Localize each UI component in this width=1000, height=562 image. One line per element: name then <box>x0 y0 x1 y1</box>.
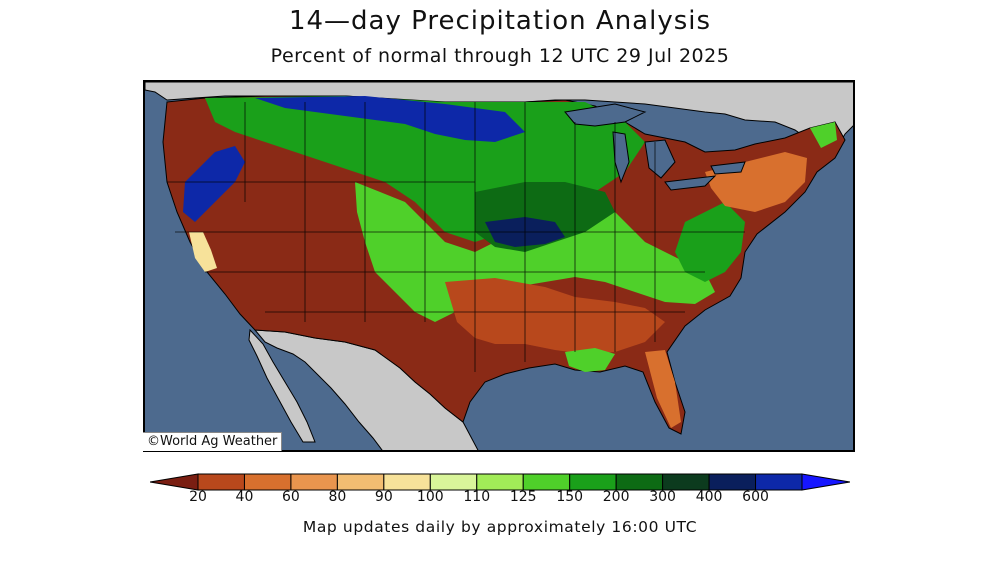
legend-bin-5 <box>383 473 431 491</box>
legend-tick-label: 80 <box>328 489 347 505</box>
legend-bin-4 <box>336 473 385 491</box>
legend-tick-label: 40 <box>235 489 254 505</box>
region-dry-south <box>445 278 665 354</box>
map-footnote: Map updates daily by approximately 16:00… <box>302 518 698 536</box>
map-subtitle: Percent of normal through 12 UTC 29 Jul … <box>270 45 730 67</box>
legend-tick-label: 150 <box>556 489 584 505</box>
map-credit: ©World Ag Weather <box>143 432 283 451</box>
legend-bin-2 <box>243 473 292 491</box>
region-wet-gulf <box>565 348 615 372</box>
legend-bin-9 <box>569 473 617 491</box>
region-wet-southeast <box>675 202 745 282</box>
legend-tick-label: 125 <box>509 489 537 505</box>
baja-land <box>248 328 316 443</box>
legend-bin-7 <box>476 473 524 491</box>
map-title: 14—day Precipitation Analysis <box>288 6 712 36</box>
region-wet-west <box>183 146 245 222</box>
legend-bin-11 <box>662 473 710 491</box>
legend-tick-label: 300 <box>649 489 676 505</box>
legend-bin-8 <box>522 473 571 491</box>
legend-bin-10 <box>615 473 664 491</box>
legend-tick-labels: 20 40 60 80 90 100 110 125 150 200 300 400 600 <box>0 489 1000 509</box>
legend-bin-6 <box>429 473 478 491</box>
legend-tick-label: 20 <box>189 489 207 505</box>
region-dry-southwest <box>189 232 217 272</box>
region-very-wet-north <box>255 96 525 142</box>
legend-tick-label: 110 <box>463 489 491 505</box>
state-boundaries <box>167 102 745 372</box>
map-svg <box>145 82 853 450</box>
legend-tick-label: 200 <box>602 489 630 505</box>
region-wet-florida <box>645 350 681 428</box>
legend-tick-label: 600 <box>742 489 769 505</box>
legend-bin-14 <box>801 473 850 491</box>
legend-bin-1 <box>197 473 245 491</box>
legend-tick-label: 100 <box>416 489 444 505</box>
precipitation-map <box>143 80 855 452</box>
legend-bin-12 <box>708 473 757 491</box>
legend-bin-13 <box>755 473 803 491</box>
legend-bin-3 <box>290 473 338 491</box>
region-wet-plains <box>355 182 715 322</box>
legend-tick-label: 400 <box>695 489 723 505</box>
legend-tick-label: 90 <box>374 489 393 505</box>
legend-tick-label: 60 <box>282 489 300 505</box>
color-legend <box>150 473 850 491</box>
region-wet-ne <box>810 122 837 148</box>
legend-bin-0 <box>150 473 199 491</box>
legend-bar <box>150 473 850 491</box>
